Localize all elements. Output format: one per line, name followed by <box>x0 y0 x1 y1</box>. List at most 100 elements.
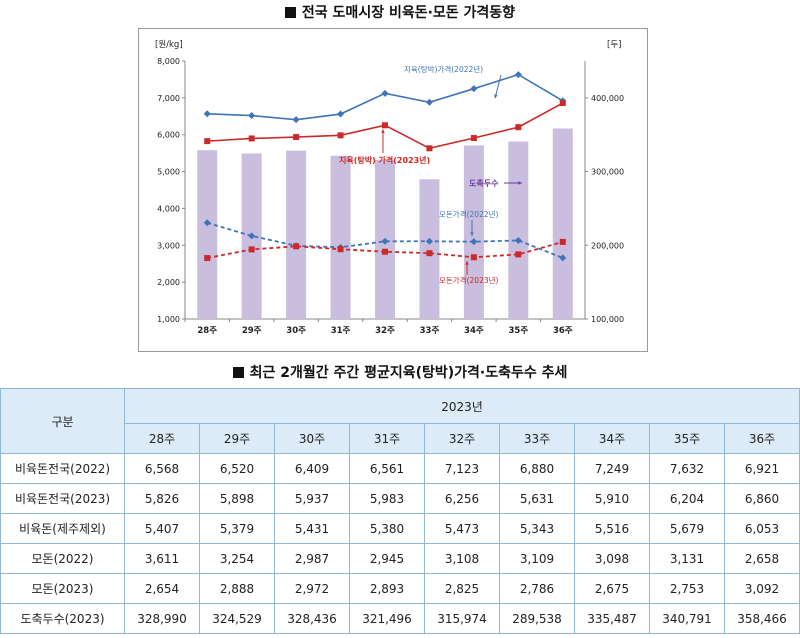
table-cell: 5,379 <box>199 513 275 544</box>
line-point-marker <box>292 116 300 124</box>
table-cell: 7,249 <box>574 453 650 484</box>
annotation-arrow-head <box>465 261 469 265</box>
annotation-carcass-2023: 지육(탕박) 가격(2023년) <box>339 155 430 165</box>
x-tick-label: 34주 <box>464 326 484 336</box>
table-cell: 340,791 <box>649 603 725 634</box>
line-point-marker <box>426 145 433 152</box>
table-cell: 5,407 <box>124 513 200 544</box>
table-cell: 5,380 <box>349 513 425 544</box>
carcass-price-2022-line <box>207 73 564 121</box>
line-point-marker <box>382 122 388 129</box>
table-row: 비육돈전국(2023) 5,826 5,898 5,937 5,983 6,256 5,63… <box>0 483 800 514</box>
table-cell: 2,658 <box>724 543 800 574</box>
line-point-marker <box>203 219 211 227</box>
right-tick-label: 200,000 <box>591 241 624 250</box>
line-point-marker <box>470 254 477 261</box>
table-cell: 335,487 <box>574 603 650 634</box>
table-cell: 6,880 <box>499 453 575 484</box>
line-point-marker <box>559 100 566 107</box>
x-tick-label: 32주 <box>375 326 395 336</box>
line-point-marker <box>470 238 478 246</box>
table-cell: 7,123 <box>424 453 500 484</box>
line-point-marker <box>248 135 255 142</box>
annotation-sow-2022: 모돈가격(2022년) <box>439 209 499 219</box>
table-week-header: 29주 <box>199 423 275 454</box>
line-point-marker <box>382 248 388 255</box>
slaughter-count-bar <box>508 141 529 319</box>
table-week-header-row: 28주 29주 30주 31주 32주 33주 34주 35주 36주 <box>1 423 800 454</box>
table-cell: 6,860 <box>724 483 800 514</box>
table-cell: 6,409 <box>274 453 350 484</box>
annotation-carcass-2022: 지육(탕박)가격(2022년) <box>404 64 483 74</box>
annotation-arrow-head <box>518 181 522 185</box>
line-point-marker <box>425 98 433 106</box>
chart-title: 전국 도매시장 비육돈·모돈 가격동향 <box>0 2 800 22</box>
line-point-marker <box>426 250 433 257</box>
table-cell: 6,256 <box>424 483 500 514</box>
table-cell: 5,910 <box>574 483 650 514</box>
x-tick-label: 29주 <box>242 326 262 336</box>
left-tick-label: 2,000 <box>157 278 180 287</box>
table-cell: 2,972 <box>274 573 350 604</box>
table-row-label: 비육돈(제주제외) <box>0 513 125 544</box>
annotation-arrow-head <box>494 94 498 99</box>
table-cell: 3,098 <box>574 543 650 574</box>
table-cell: 6,561 <box>349 453 425 484</box>
table-cell: 3,109 <box>499 543 575 574</box>
line-point-marker <box>381 89 389 97</box>
left-tick-label: 4,000 <box>157 204 180 213</box>
table-year-header: 2023년 <box>124 388 800 424</box>
table-cell: 5,343 <box>499 513 575 544</box>
annotation-arrow <box>494 74 502 99</box>
line-point-marker <box>514 236 522 244</box>
table-title: 최근 2개월간 주간 평균지육(탕박)가격·도축두수 추세 <box>0 362 800 382</box>
line-point-marker <box>248 112 256 120</box>
table-week-header: 28주 <box>124 423 200 454</box>
table-cell: 2,945 <box>349 543 425 574</box>
annotation-arrow-head <box>381 129 385 133</box>
line-point-marker <box>470 135 477 142</box>
price-trend-table: 구분 2023년 28주 29주 30주 31주 32주 33주 34주 35주 36주 비육돈… <box>0 388 800 634</box>
table-cell: 5,983 <box>349 483 425 514</box>
table-cell: 6,520 <box>199 453 275 484</box>
table-cell: 3,611 <box>124 543 200 574</box>
table-row: 모돈(2023) 2,654 2,888 2,972 2,893 2,825 2,786 2,… <box>0 573 800 604</box>
table-row: 도축두수(2023) 328,990 324,529 328,436 321,496 31… <box>0 603 800 634</box>
table-row-label: 비육돈전국(2023) <box>0 483 125 514</box>
table-cell: 2,753 <box>649 573 725 604</box>
line-point-marker <box>337 110 345 118</box>
right-tick-label: 300,000 <box>591 168 624 177</box>
left-tick-label: 8,000 <box>157 57 180 66</box>
left-tick-label: 6,000 <box>157 131 180 140</box>
x-tick-label: 33주 <box>420 326 440 336</box>
table-week-header: 34주 <box>574 423 650 454</box>
line-point-marker <box>381 237 389 245</box>
table-week-header: 33주 <box>499 423 575 454</box>
line-point-marker <box>515 251 522 258</box>
table-cell: 2,654 <box>124 573 200 604</box>
slaughter-count-bar <box>463 145 484 319</box>
table-cell: 6,053 <box>724 513 800 544</box>
table-cell: 328,436 <box>274 603 350 634</box>
line-point-marker <box>470 85 478 93</box>
table-cell: 6,204 <box>649 483 725 514</box>
table-title-text: 최근 2개월간 주간 평균지육(탕박)가격·도축두수 추세 <box>249 365 568 381</box>
left-tick-label: 1,000 <box>157 315 180 324</box>
slaughter-count-bar <box>197 150 218 319</box>
table-week-header: 36주 <box>724 423 800 454</box>
slaughter-count-bar <box>552 128 573 319</box>
x-tick-label: 30주 <box>286 326 306 336</box>
slaughter-count-bar <box>419 179 440 319</box>
table-cell: 324,529 <box>199 603 275 634</box>
table-cell: 5,937 <box>274 483 350 514</box>
annotation-sow-2023: 모돈가격(2023년) <box>439 275 499 285</box>
table-cell: 3,131 <box>649 543 725 574</box>
left-axis-unit: [원/kg] <box>155 40 183 50</box>
table-cell: 3,108 <box>424 543 500 574</box>
line-point-marker <box>559 238 566 245</box>
right-tick-label: 100,000 <box>591 315 624 324</box>
table-cell: 5,826 <box>124 483 200 514</box>
table-cell: 5,898 <box>199 483 275 514</box>
left-tick-label: 5,000 <box>157 168 180 177</box>
table-row: 모돈(2022) 3,611 3,254 2,987 2,945 3,108 3,109 3,… <box>0 543 800 574</box>
